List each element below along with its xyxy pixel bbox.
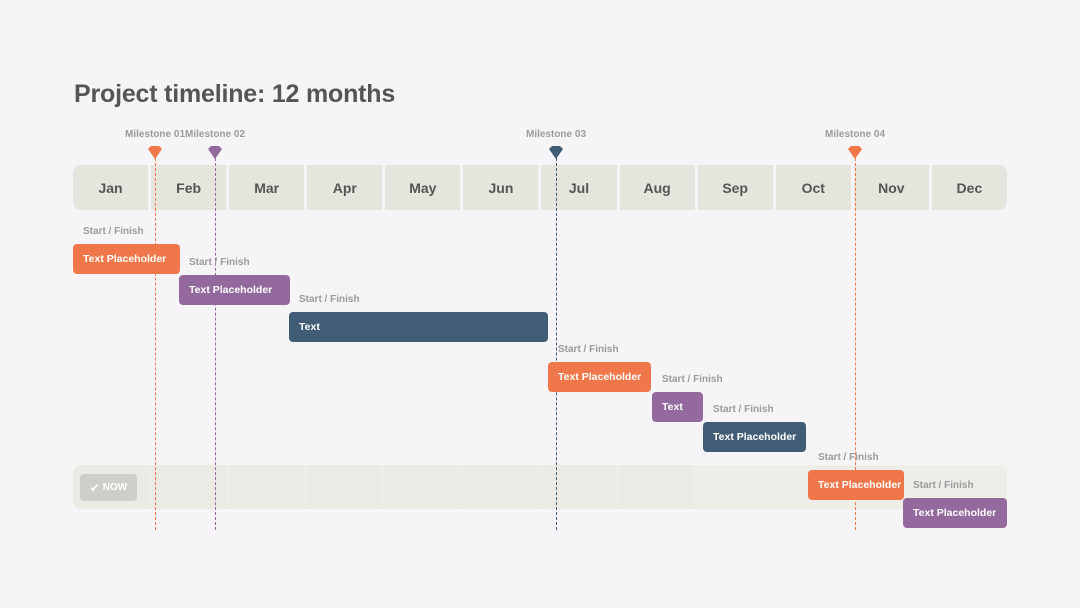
task-bar-label: Text Placeholder (189, 284, 273, 296)
month-mar: Mar (229, 165, 305, 210)
task-bar[interactable]: Text (652, 392, 703, 422)
task-bar[interactable]: Text Placeholder (73, 244, 180, 274)
page-title: Project timeline: 12 months (74, 80, 396, 108)
month-apr: Apr (307, 165, 383, 210)
task-bar-label: Text (299, 321, 320, 333)
month-may: May (385, 165, 461, 210)
now-band-cell (228, 465, 305, 509)
task-start-finish-label: Start / Finish (818, 452, 879, 463)
task-start-finish-label: Start / Finish (83, 226, 144, 237)
month-header-band: Jan Feb Mar Apr May Jun Jul Aug Sep Oct Nov Dec (73, 165, 1007, 210)
now-band-cell (695, 465, 772, 509)
task-bar-label: Text Placeholder (83, 253, 167, 265)
task-bar-label: Text Placeholder (713, 431, 797, 443)
month-jun: Jun (463, 165, 539, 210)
now-band-cell (384, 465, 461, 509)
now-label: NOW (102, 482, 128, 493)
task-start-finish-label: Start / Finish (662, 374, 723, 385)
task-start-finish-label: Start / Finish (189, 257, 250, 268)
task-bar[interactable]: Text Placeholder (548, 362, 651, 392)
month-jan: Jan (73, 165, 149, 210)
task-bar-label: Text (662, 401, 683, 413)
milestone-label: Milestone 02 (184, 129, 246, 140)
task-bar[interactable]: Text (289, 312, 548, 342)
milestone-line (215, 158, 216, 530)
now-band-cell (306, 465, 383, 509)
month-nov: Nov (853, 165, 929, 210)
month-aug: Aug (619, 165, 695, 210)
diamond-marker-icon[interactable] (207, 146, 223, 160)
diamond-marker-icon[interactable] (548, 146, 564, 160)
month-oct: Oct (775, 165, 851, 210)
task-bar[interactable]: Text Placeholder (808, 470, 904, 500)
milestone-label: Milestone 03 (525, 129, 587, 140)
milestone-line (556, 158, 557, 530)
task-start-finish-label: Start / Finish (299, 294, 360, 305)
task-bar[interactable]: Text Placeholder (903, 498, 1007, 528)
now-band-cell (150, 465, 227, 509)
month-dec: Dec (931, 165, 1007, 210)
task-start-finish-label: Start / Finish (713, 404, 774, 415)
milestone-line (855, 158, 856, 530)
task-bar-label: Text Placeholder (913, 507, 997, 519)
task-bar-label: Text Placeholder (818, 479, 902, 491)
month-jul: Jul (541, 165, 617, 210)
task-bar[interactable]: Text Placeholder (179, 275, 290, 305)
diamond-marker-icon[interactable] (847, 146, 863, 160)
task-bar[interactable]: Text Placeholder (703, 422, 806, 452)
milestone-line (155, 158, 156, 530)
month-sep: Sep (697, 165, 773, 210)
milestone-label: Milestone 04 (824, 129, 886, 140)
diamond-marker-icon[interactable] (147, 146, 163, 160)
now-band-cell (617, 465, 694, 509)
now-badge[interactable]: ✔ NOW (80, 474, 137, 501)
task-start-finish-label: Start / Finish (558, 344, 619, 355)
task-start-finish-label: Start / Finish (913, 480, 974, 491)
now-band-cell (462, 465, 538, 509)
month-feb: Feb (151, 165, 227, 210)
now-band-cell (539, 465, 616, 509)
milestone-label: Milestone 01 (124, 129, 186, 140)
task-bar-label: Text Placeholder (558, 371, 642, 383)
check-icon: ✔ (89, 480, 100, 495)
